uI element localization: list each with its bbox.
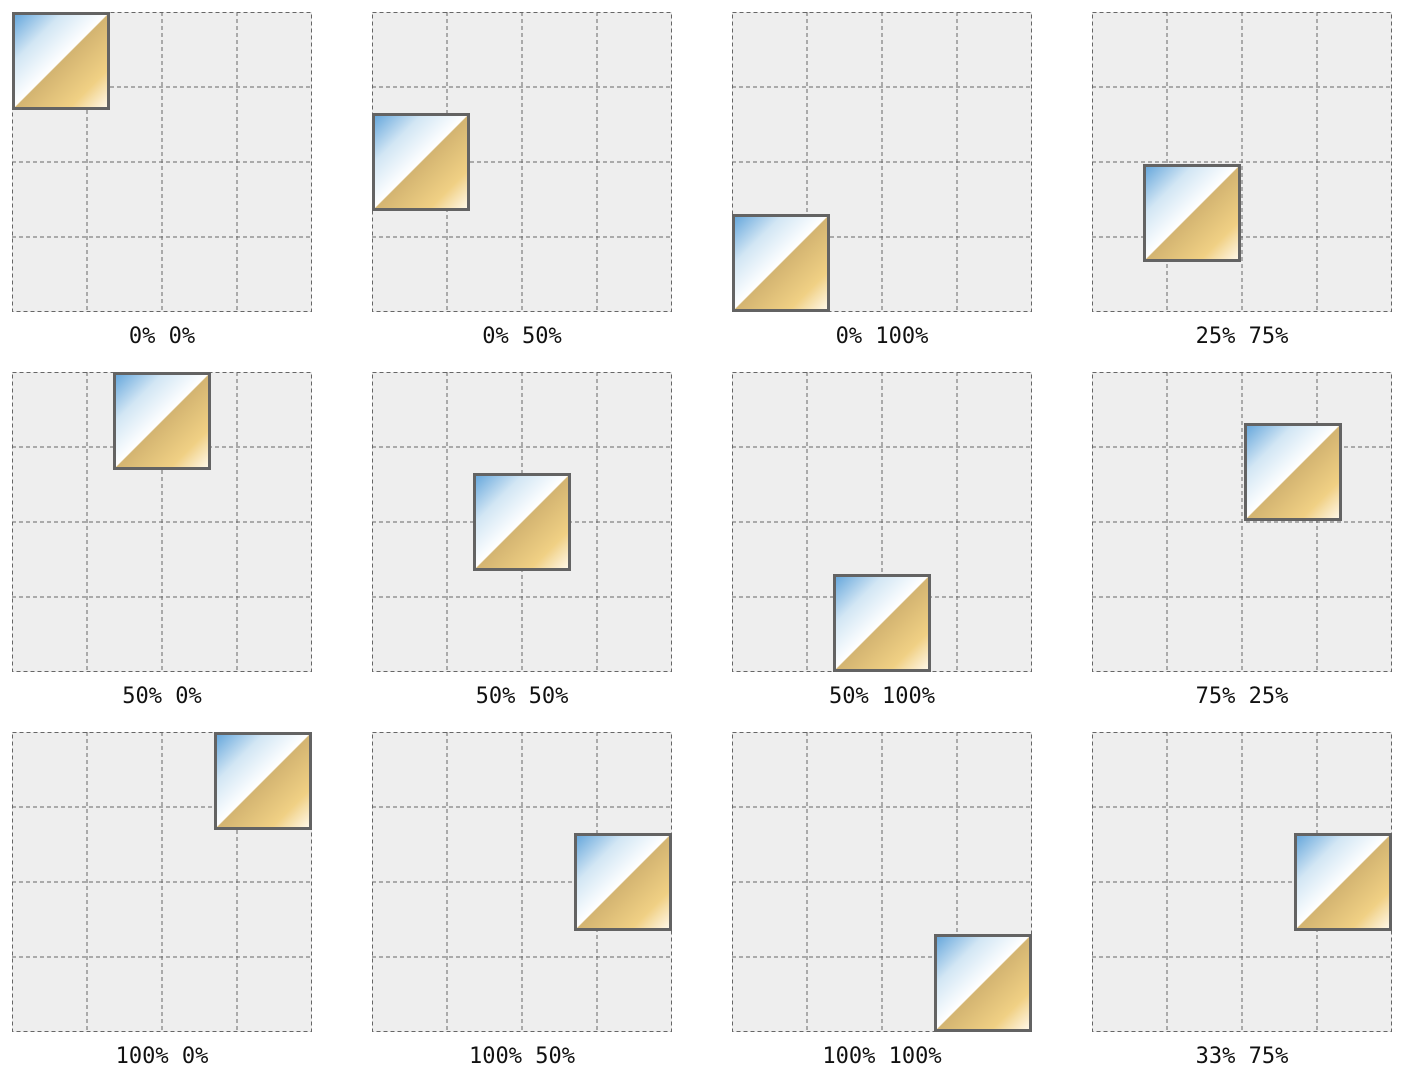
position-label: 75% 25% — [1195, 684, 1289, 709]
container-frame — [12, 12, 312, 312]
dashed-grid — [732, 12, 1032, 312]
position-example: 50% 50% — [372, 372, 672, 732]
dashed-grid — [732, 732, 1032, 1032]
positioned-gradient-box — [214, 732, 312, 830]
position-label: 0% 0% — [128, 324, 196, 349]
position-label: 0% 100% — [835, 324, 929, 349]
position-example: 75% 25% — [1092, 372, 1392, 732]
position-label: 100% 50% — [469, 1044, 575, 1069]
container-frame — [732, 12, 1032, 312]
positioned-gradient-box — [732, 214, 830, 312]
position-label: 0% 50% — [482, 324, 562, 349]
container-frame — [732, 732, 1032, 1032]
position-label: 50% 100% — [829, 684, 935, 709]
dashed-grid — [372, 372, 672, 672]
position-example: 100% 100% — [732, 732, 1032, 1092]
position-label: 100% 100% — [822, 1044, 942, 1069]
position-label: 25% 75% — [1195, 324, 1289, 349]
positioned-gradient-box — [574, 833, 672, 931]
position-example: 0% 0% — [12, 12, 312, 372]
container-frame — [1092, 732, 1392, 1032]
container-frame — [372, 12, 672, 312]
container-frame — [732, 372, 1032, 672]
positioned-gradient-box — [12, 12, 110, 110]
dashed-grid — [1092, 372, 1392, 672]
container-frame — [372, 372, 672, 672]
positioned-gradient-box — [1244, 423, 1342, 521]
positioned-gradient-box — [113, 372, 211, 470]
positioned-gradient-box — [833, 574, 931, 672]
positioned-gradient-box — [372, 113, 470, 211]
position-label: 33% 75% — [1195, 1044, 1289, 1069]
position-example: 50% 100% — [732, 372, 1032, 732]
position-example: 33% 75% — [1092, 732, 1392, 1092]
container-frame — [372, 732, 672, 1032]
position-example: 100% 0% — [12, 732, 312, 1092]
dashed-grid — [12, 732, 312, 1032]
dashed-grid — [1092, 12, 1392, 312]
positioned-gradient-box — [1294, 833, 1392, 931]
position-label: 50% 0% — [122, 684, 202, 709]
position-example: 0% 50% — [372, 12, 672, 372]
dashed-grid — [732, 372, 1032, 672]
positioned-gradient-box — [473, 473, 571, 571]
position-example: 25% 75% — [1092, 12, 1392, 372]
position-label: 100% 0% — [115, 1044, 209, 1069]
positioned-gradient-box — [934, 934, 1032, 1032]
position-example: 50% 0% — [12, 372, 312, 732]
container-frame — [1092, 372, 1392, 672]
container-frame — [12, 732, 312, 1032]
position-example: 0% 100% — [732, 12, 1032, 372]
position-label: 50% 50% — [475, 684, 569, 709]
position-example: 100% 50% — [372, 732, 672, 1092]
container-frame — [1092, 12, 1392, 312]
container-frame — [12, 372, 312, 672]
positioned-gradient-box — [1143, 164, 1241, 262]
